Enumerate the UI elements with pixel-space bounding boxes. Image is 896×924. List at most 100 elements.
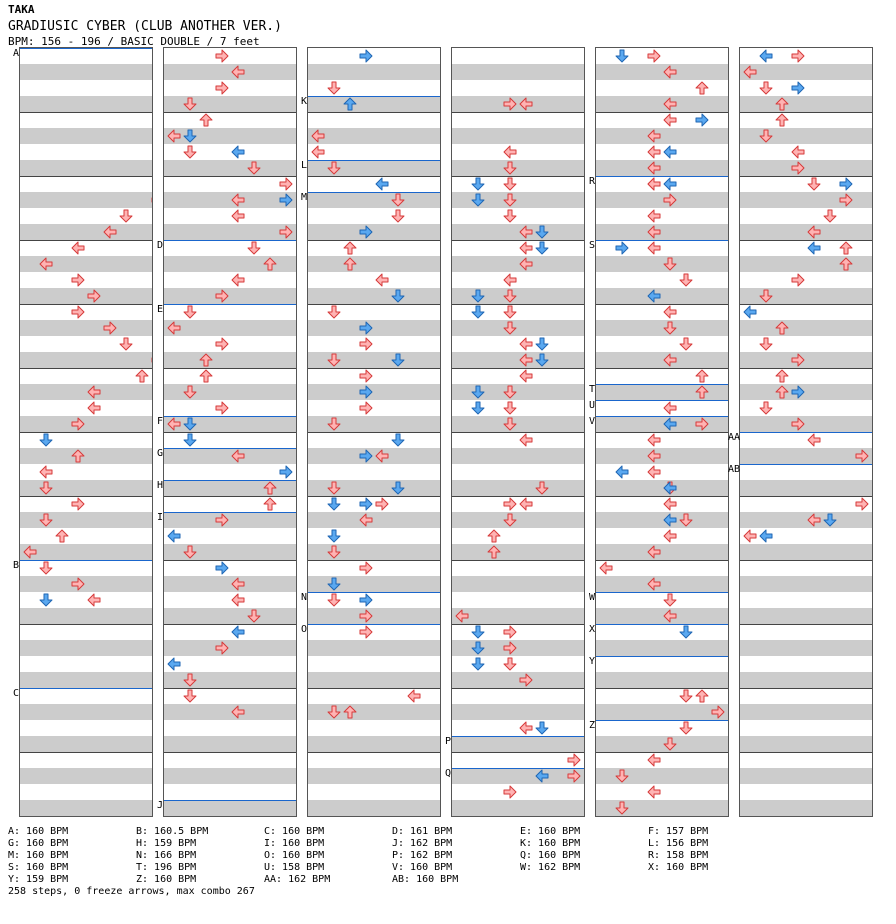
measure-line	[452, 432, 584, 433]
measure-line	[164, 624, 296, 625]
measure-line	[740, 304, 872, 305]
left-arrow-icon	[662, 400, 678, 416]
left-arrow-icon	[646, 576, 662, 592]
up-arrow-icon	[838, 256, 854, 272]
right-arrow-icon	[214, 512, 230, 528]
down-arrow-icon	[182, 544, 198, 560]
down-arrow-icon	[118, 208, 134, 224]
left-arrow-icon	[358, 512, 374, 528]
left-arrow-icon	[518, 256, 534, 272]
bpm-marker-label: O	[301, 624, 308, 635]
right-arrow-icon	[70, 416, 86, 432]
bpm-change-line	[164, 800, 296, 801]
measure-line	[164, 496, 296, 497]
bpm-change-line	[20, 688, 152, 689]
left-arrow-icon	[662, 112, 678, 128]
up-arrow-icon	[694, 80, 710, 96]
down-arrow-icon	[470, 304, 486, 320]
measure-line	[164, 560, 296, 561]
down-arrow-icon	[390, 480, 406, 496]
left-arrow-icon	[518, 496, 534, 512]
measure-line	[452, 688, 584, 689]
bpm-legend-item: U: 158 BPM	[264, 862, 325, 873]
down-arrow-icon	[758, 80, 774, 96]
measure-line	[452, 176, 584, 177]
down-arrow-icon	[182, 416, 198, 432]
down-arrow-icon	[326, 704, 342, 720]
left-arrow-icon	[518, 224, 534, 240]
right-arrow-icon	[358, 448, 374, 464]
left-arrow-icon	[166, 656, 182, 672]
left-arrow-icon	[166, 320, 182, 336]
down-arrow-icon	[326, 496, 342, 512]
left-arrow-icon	[646, 208, 662, 224]
measure-line	[308, 432, 440, 433]
up-arrow-icon	[262, 480, 278, 496]
left-arrow-icon	[454, 608, 470, 624]
right-arrow-icon	[790, 416, 806, 432]
bpm-legend-item: B: 160.5 BPM	[136, 826, 209, 837]
left-arrow-icon	[758, 48, 774, 64]
left-arrow-icon	[230, 704, 246, 720]
left-arrow-icon	[534, 768, 550, 784]
bpm-marker-label: E	[157, 304, 164, 315]
bpm-change-line	[164, 448, 296, 449]
bpm-change-line	[596, 592, 728, 593]
bpm-change-line	[308, 96, 440, 97]
down-arrow-icon	[182, 672, 198, 688]
bpm-marker-label: P	[445, 736, 452, 747]
bpm-change-line	[596, 624, 728, 625]
measure-line	[308, 688, 440, 689]
measure-line	[308, 176, 440, 177]
measure-line	[596, 560, 728, 561]
right-arrow-icon	[790, 272, 806, 288]
left-arrow-icon	[662, 352, 678, 368]
measure-line	[596, 112, 728, 113]
left-arrow-icon	[310, 144, 326, 160]
left-arrow-icon	[102, 224, 118, 240]
measure-line	[452, 112, 584, 113]
down-arrow-icon	[182, 128, 198, 144]
right-arrow-icon	[70, 304, 86, 320]
left-arrow-icon	[518, 336, 534, 352]
right-arrow-icon	[358, 592, 374, 608]
up-arrow-icon	[694, 384, 710, 400]
down-arrow-icon	[182, 432, 198, 448]
bpm-change-line	[20, 48, 152, 49]
right-arrow-icon	[358, 48, 374, 64]
down-arrow-icon	[326, 592, 342, 608]
bpm-marker-label: N	[301, 592, 308, 603]
right-arrow-icon	[694, 416, 710, 432]
left-arrow-icon	[230, 192, 246, 208]
measure-line	[740, 176, 872, 177]
down-arrow-icon	[326, 544, 342, 560]
right-arrow-icon	[70, 576, 86, 592]
measure-line	[596, 688, 728, 689]
measure-line	[20, 112, 152, 113]
down-arrow-icon	[502, 656, 518, 672]
left-arrow-icon	[230, 64, 246, 80]
down-arrow-icon	[662, 256, 678, 272]
up-arrow-icon	[262, 496, 278, 512]
right-arrow-icon	[838, 176, 854, 192]
left-arrow-icon	[518, 96, 534, 112]
up-arrow-icon	[774, 368, 790, 384]
down-arrow-icon	[502, 512, 518, 528]
up-arrow-icon	[134, 368, 150, 384]
right-arrow-icon	[214, 400, 230, 416]
measure-line	[596, 496, 728, 497]
bpm-legend-item: H: 159 BPM	[136, 838, 197, 849]
down-arrow-icon	[326, 304, 342, 320]
left-arrow-icon	[374, 176, 390, 192]
bpm-legend-item: Y: 159 BPM	[8, 874, 69, 885]
down-arrow-icon	[390, 288, 406, 304]
bpm-legend-item: Z: 160 BPM	[136, 874, 197, 885]
bpm-marker-label: T	[589, 384, 596, 395]
bpm-marker-label: B	[13, 560, 20, 571]
bpm-legend-item: AB: 160 BPM	[392, 874, 459, 885]
measure-line	[452, 368, 584, 369]
measure-line	[452, 496, 584, 497]
measure-line	[596, 368, 728, 369]
measure-line	[164, 112, 296, 113]
bpm-change-line	[596, 240, 728, 241]
